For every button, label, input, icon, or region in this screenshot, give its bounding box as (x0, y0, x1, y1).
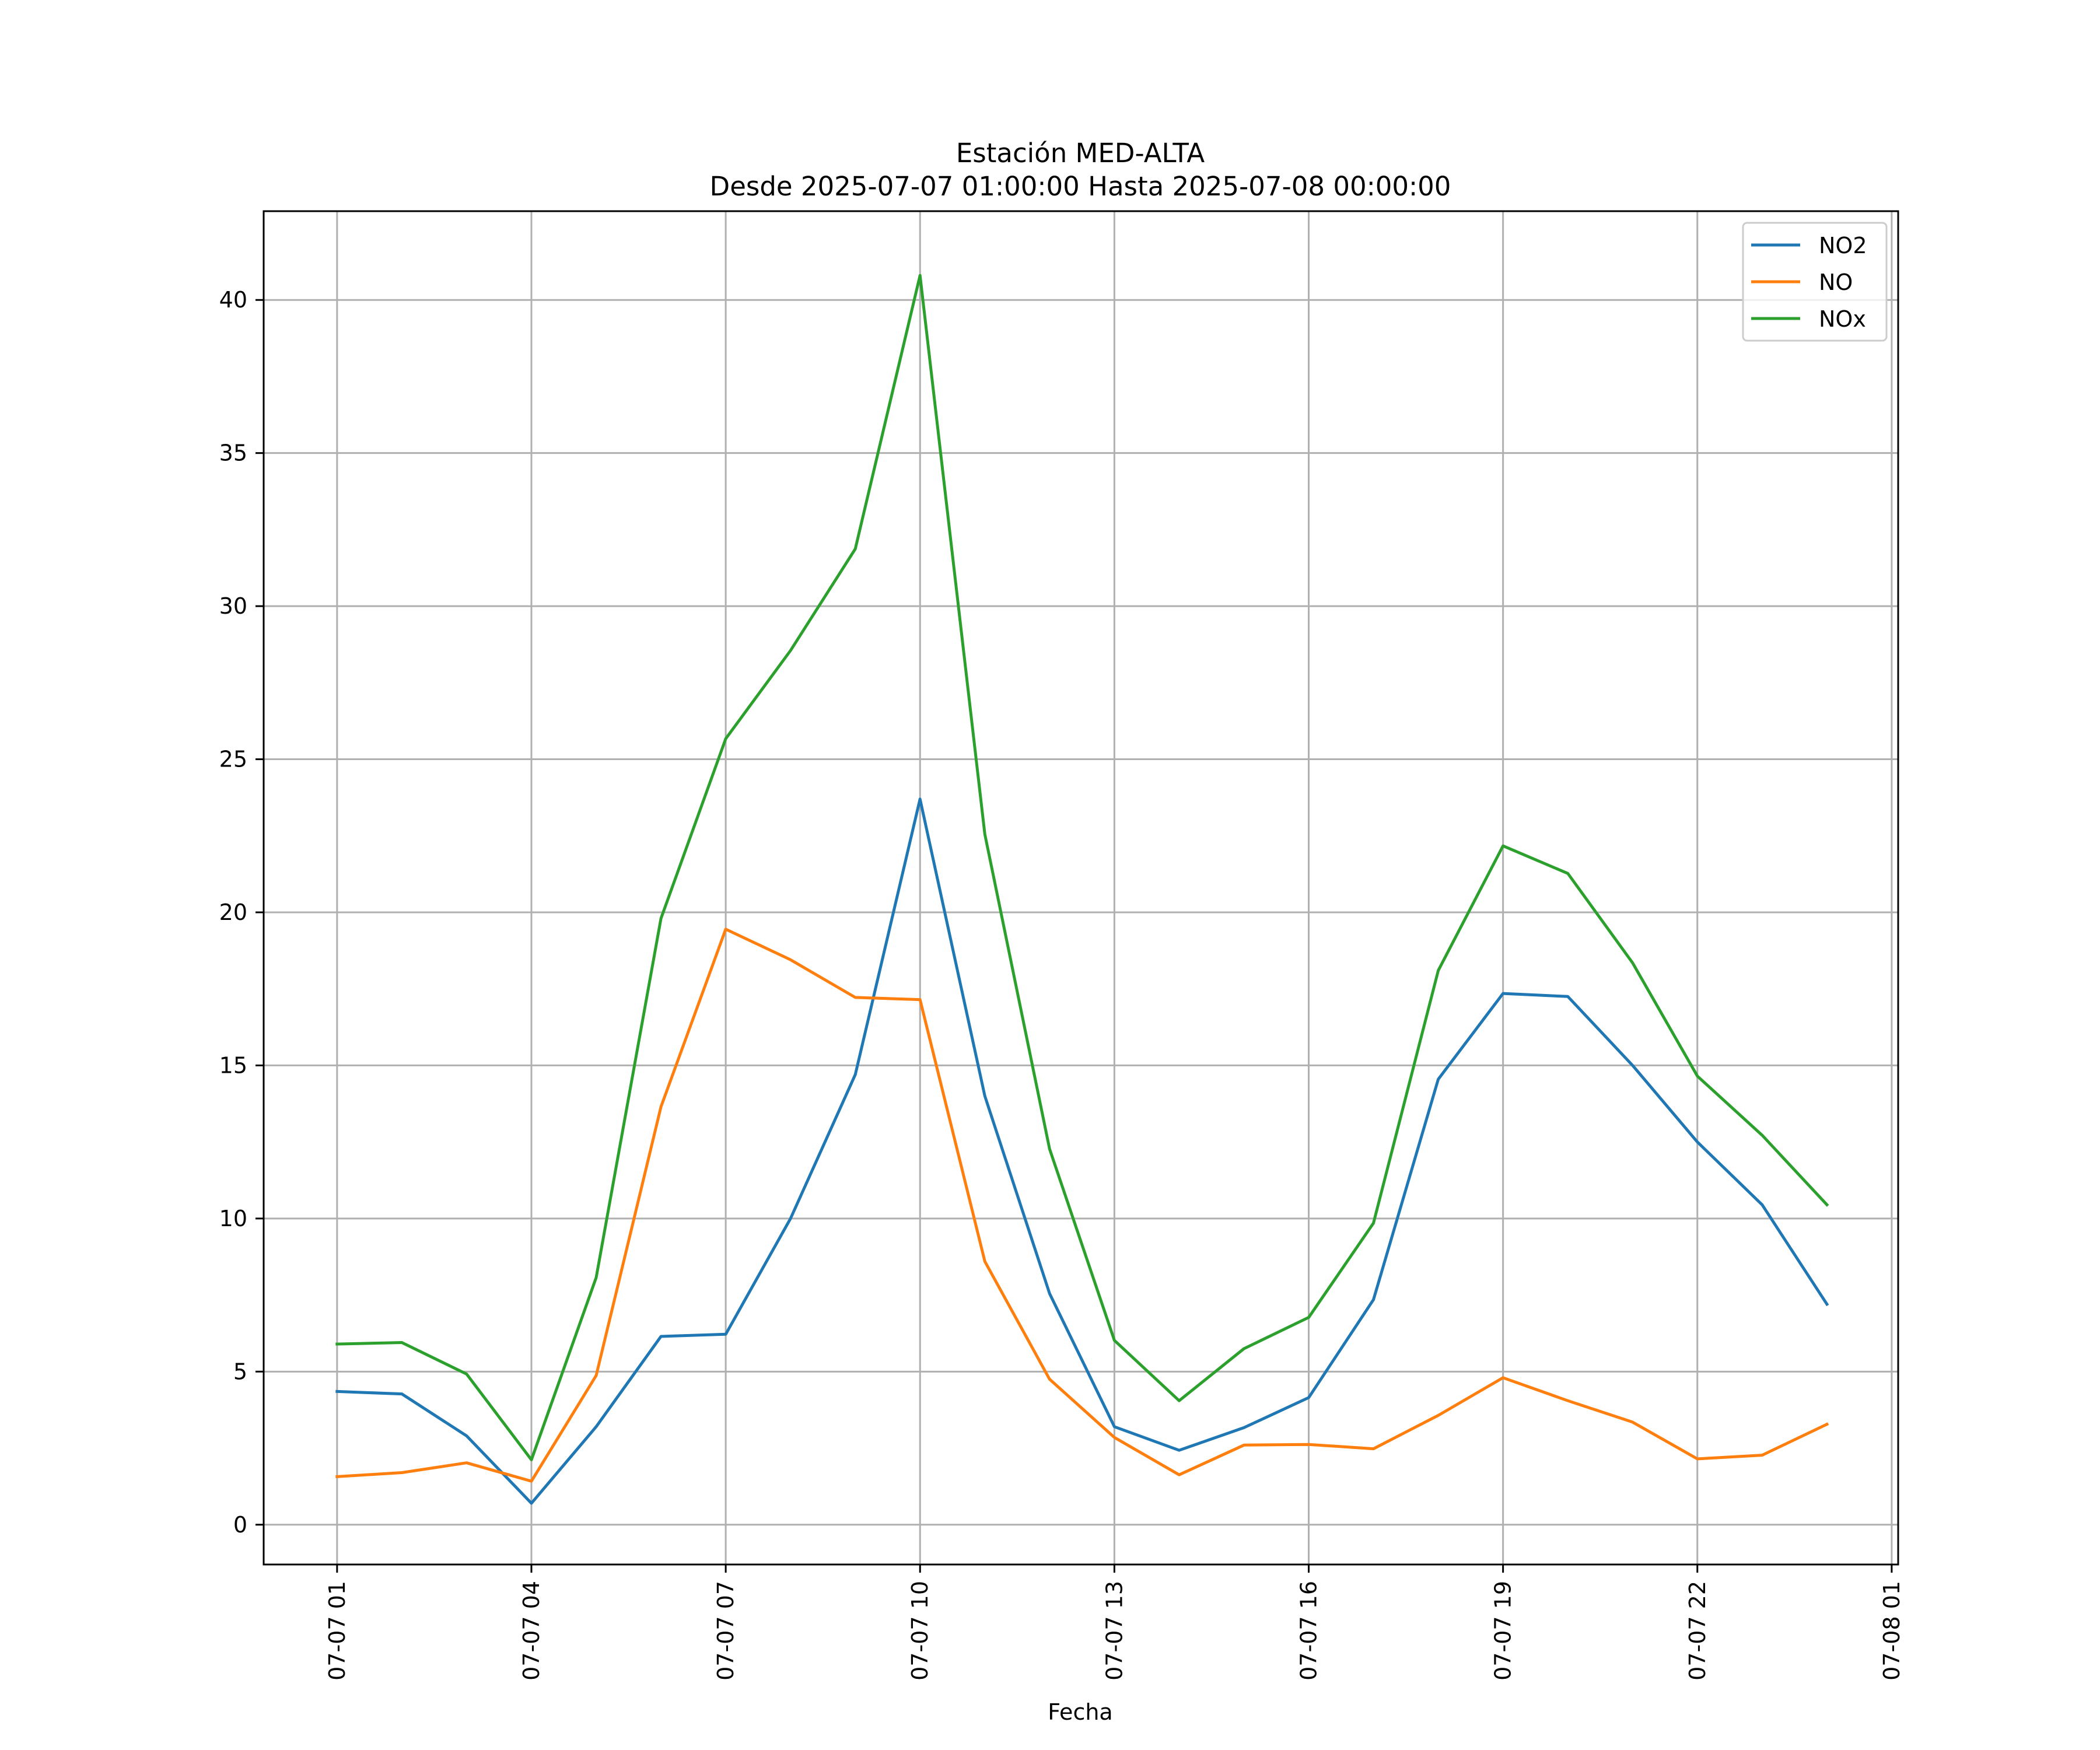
x-tick-label: 07-07 10 (907, 1581, 933, 1681)
x-tick-label: 07-07 16 (1296, 1581, 1322, 1681)
x-tick-label: 07-07 13 (1101, 1581, 1127, 1681)
y-tick-label: 35 (219, 440, 247, 466)
x-tick-label: 07-07 22 (1685, 1581, 1710, 1681)
y-tick-label: 20 (219, 900, 247, 925)
y-tick-label: 40 (219, 287, 247, 313)
y-tick-label: 5 (233, 1359, 247, 1384)
series-line-no (335, 928, 1829, 1483)
y-axis-ticks: 0 5 10 15 20 25 30 35 40 (219, 287, 264, 1538)
x-tick-label: 07-07 19 (1490, 1581, 1516, 1681)
legend-label-nox: NOx (1819, 306, 1866, 332)
x-tick-label: 07-07 07 (713, 1581, 738, 1681)
legend-label-no: NO (1819, 270, 1853, 295)
y-tick-label: 15 (219, 1052, 247, 1078)
legend-label-no2: NO2 (1819, 233, 1867, 258)
legend: NO2 NO NOx (1742, 222, 1888, 342)
y-tick-label: 30 (219, 593, 247, 619)
x-tick-label: 07-08 01 (1879, 1581, 1905, 1681)
series-lines (335, 274, 1829, 1505)
y-tick-label: 0 (233, 1512, 247, 1538)
chart-subtitle: Desde 2025-07-07 01:00:00 Hasta 2025-07-… (710, 171, 1451, 202)
series-line-nox (335, 274, 1829, 1461)
grid (264, 211, 1898, 1564)
legend-box (1742, 222, 1888, 342)
y-tick-label: 25 (219, 747, 247, 772)
series-line-no2 (335, 797, 1829, 1505)
x-tick-label: 07-07 01 (324, 1581, 350, 1681)
x-tick-label: 07-07 04 (519, 1581, 544, 1681)
plot-frame (262, 210, 1899, 1566)
x-axis-label: Fecha (1048, 1699, 1112, 1725)
y-tick-label: 10 (219, 1206, 247, 1231)
chart-title: Estación MED-ALTA (956, 138, 1205, 169)
x-axis-ticks: 07-07 01 07-07 04 07-07 07 07-07 10 07-07 13… (324, 1564, 1905, 1681)
